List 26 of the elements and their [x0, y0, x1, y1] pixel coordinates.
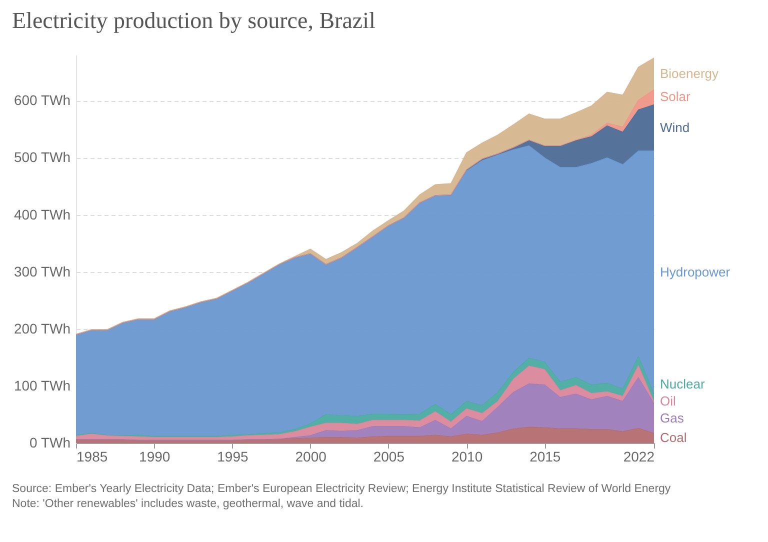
x-tick-label: 2000: [295, 448, 327, 464]
y-tick-label: 0 TWh: [30, 434, 70, 450]
x-tick-label: 1990: [139, 448, 170, 464]
x-tick-label: 2022: [623, 448, 655, 464]
series-label: Solar: [660, 89, 692, 104]
series-label: Wind: [660, 120, 690, 135]
series-label: Nuclear: [660, 376, 706, 392]
y-tick-label: 200 TWh: [14, 320, 70, 336]
y-tick-label: 300 TWh: [14, 263, 70, 280]
y-tick-label: 400 TWh: [14, 206, 70, 222]
x-tick-label: 1995: [217, 448, 248, 464]
x-tick-label: 2015: [530, 448, 561, 464]
x-tick-label: 2005: [373, 448, 405, 464]
series-label: Oil: [660, 393, 676, 408]
series-label: Hydropower: [660, 264, 731, 280]
series-label: Gas: [660, 410, 684, 426]
source-note: Source: Ember's Yearly Electricity Data; Ember's European Electricity Review; Energy Institute Statistical Review of World Energy: [12, 483, 671, 495]
text: Note: 'Other renewables' includes waste, geothermal, wave and tidal.: [12, 498, 364, 510]
series-label: Bioenergy: [660, 66, 720, 81]
x-tick-label: 1985: [76, 448, 108, 464]
chart-title: Electricity production by source, Brazil: [12, 8, 376, 33]
y-tick-label: 500 TWh: [14, 149, 70, 166]
series-label: Coal: [660, 430, 687, 446]
x-tick-label: 2010: [451, 448, 483, 464]
y-tick-label: 600 TWh: [14, 92, 70, 108]
y-tick-label: 100 TWh: [14, 377, 70, 394]
